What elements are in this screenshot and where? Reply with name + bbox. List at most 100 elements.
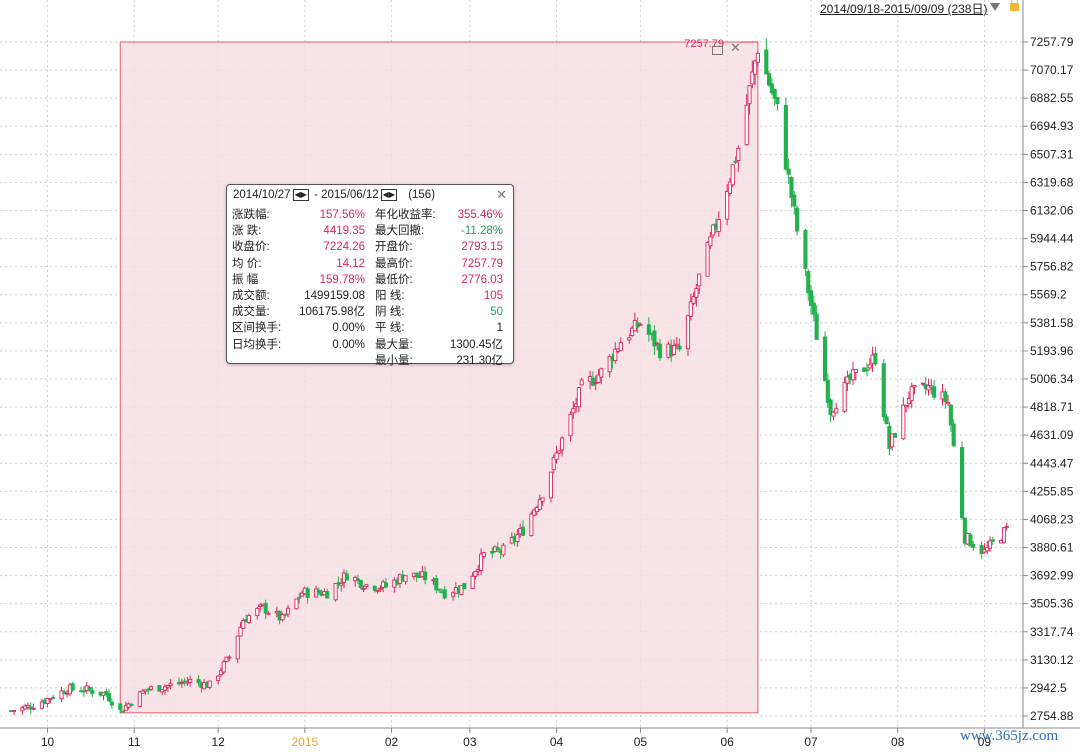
candle-body <box>607 355 612 373</box>
x-tick-label: 06 <box>720 735 734 749</box>
y-tick-label: 4255.85 <box>1030 484 1074 498</box>
y-axis-ticks: 7257.79 7070.17 6882.55 6694.93 6507.31 6319.… <box>1023 35 1074 723</box>
stat-label: 成交量: <box>232 306 270 319</box>
y-tick-label: 2942.5 <box>1030 681 1067 695</box>
candle-body <box>795 207 800 232</box>
candle-body <box>960 447 965 519</box>
candle-body <box>221 661 226 673</box>
stat-value: 7257.79 <box>461 257 503 270</box>
close-icon[interactable]: ✕ <box>730 40 741 55</box>
copy-icon[interactable] <box>712 46 723 55</box>
x-tick-label: 04 <box>550 735 564 749</box>
candle-body <box>671 345 677 355</box>
candle-body <box>188 678 193 683</box>
y-tick-label: 6694.93 <box>1030 119 1074 133</box>
y-tick-label: 3317.74 <box>1030 625 1074 639</box>
candle-body <box>241 619 246 629</box>
selection-rectangle <box>119 41 759 714</box>
candle-body <box>104 691 109 696</box>
close-icon[interactable]: ✕ <box>496 187 507 202</box>
y-tick-label: 3505.36 <box>1030 597 1074 611</box>
candle-body <box>767 73 772 86</box>
candle-body <box>218 670 223 676</box>
end-date-stepper[interactable]: ◀▶ <box>380 189 397 201</box>
start-date: 2014/10/27 <box>233 189 291 202</box>
y-tick-label: 2754.88 <box>1030 709 1074 723</box>
candle-body <box>769 83 774 94</box>
candle-body <box>51 696 56 699</box>
stat-value: 14.12 <box>336 257 365 270</box>
candle-body <box>294 598 299 610</box>
x-tick-label: 08 <box>891 735 905 749</box>
stat-label: 区间换手: <box>232 322 282 335</box>
stat-value: 1300.45亿 <box>449 338 503 351</box>
x-tick-label: 02 <box>385 735 399 749</box>
candle-body <box>224 656 229 663</box>
candle-body <box>31 707 36 710</box>
candle-body <box>299 592 305 597</box>
candle-body <box>890 433 895 448</box>
candle-body <box>881 363 886 418</box>
candle-body <box>783 104 788 170</box>
candle-body <box>792 194 797 207</box>
candle-body <box>834 408 839 414</box>
candle-body <box>160 689 165 693</box>
triangle-down-icon[interactable] <box>990 3 1000 11</box>
candle-body <box>157 685 162 692</box>
candle-body <box>227 656 232 659</box>
stat-value: 2776.03 <box>461 273 503 286</box>
candle-body <box>987 540 993 549</box>
stat-row: 涨跌幅: 157.56% <box>232 207 365 223</box>
candle-body <box>725 191 730 220</box>
x-tick-label: 12 <box>211 735 225 749</box>
candle-body <box>842 382 847 412</box>
candle-body <box>434 578 439 591</box>
lock-icon[interactable] <box>1010 0 1019 11</box>
candle-body <box>417 575 422 578</box>
candle-body <box>81 690 86 693</box>
candle-body <box>850 369 856 381</box>
stat-value: 2793.15 <box>461 241 503 254</box>
candle-body <box>901 404 906 440</box>
candle-body <box>339 583 344 586</box>
candle-body <box>808 290 814 306</box>
candle-body <box>576 387 581 408</box>
stat-row: 最大回撤: -11.28% <box>375 223 507 239</box>
candle-body <box>182 680 187 683</box>
x-tick-label: 03 <box>463 735 477 749</box>
candle-body <box>140 690 145 694</box>
x-tick-label: 07 <box>804 735 818 749</box>
candle-body <box>473 570 478 577</box>
y-tick-label: 6507.31 <box>1030 147 1074 161</box>
candle-body <box>123 705 128 711</box>
candle-body <box>333 582 338 601</box>
candle-body <box>613 348 618 361</box>
candle-body <box>831 411 836 417</box>
candle-body <box>892 433 897 438</box>
candle-body <box>864 369 870 372</box>
candle-body <box>638 323 643 326</box>
candle-body <box>87 687 92 691</box>
candle-body <box>705 242 710 277</box>
candle-body <box>478 553 484 571</box>
candle-body <box>884 416 889 425</box>
candle-body <box>462 583 467 590</box>
candle-body <box>811 302 816 315</box>
candle-body <box>716 219 721 232</box>
x-axis-ticks: 10 11 12 2015 02 03 04 05 06 07 08 09 <box>41 728 991 749</box>
stat-row: 涨 跌: 4419.35 <box>232 223 365 239</box>
stat-row: 振 幅 159.78% <box>232 272 365 288</box>
candle-body <box>11 710 17 713</box>
stat-label: 涨跌幅: <box>232 209 270 221</box>
x-tick-label: 2015 <box>291 735 318 749</box>
stat-label: 收盘价: <box>232 241 270 254</box>
candle-body <box>490 551 495 554</box>
stat-label: 最大回撤: <box>375 225 425 238</box>
stat-label: 最高价: <box>375 257 413 270</box>
candle-body <box>803 229 808 269</box>
stat-row: 收盘价: 7224.26 <box>232 239 365 255</box>
candle-body <box>806 271 811 294</box>
date-range-label[interactable]: 2014/09/18-2015/09/09 (238日) <box>820 2 988 16</box>
start-date-stepper[interactable]: ◀▶ <box>292 189 309 201</box>
